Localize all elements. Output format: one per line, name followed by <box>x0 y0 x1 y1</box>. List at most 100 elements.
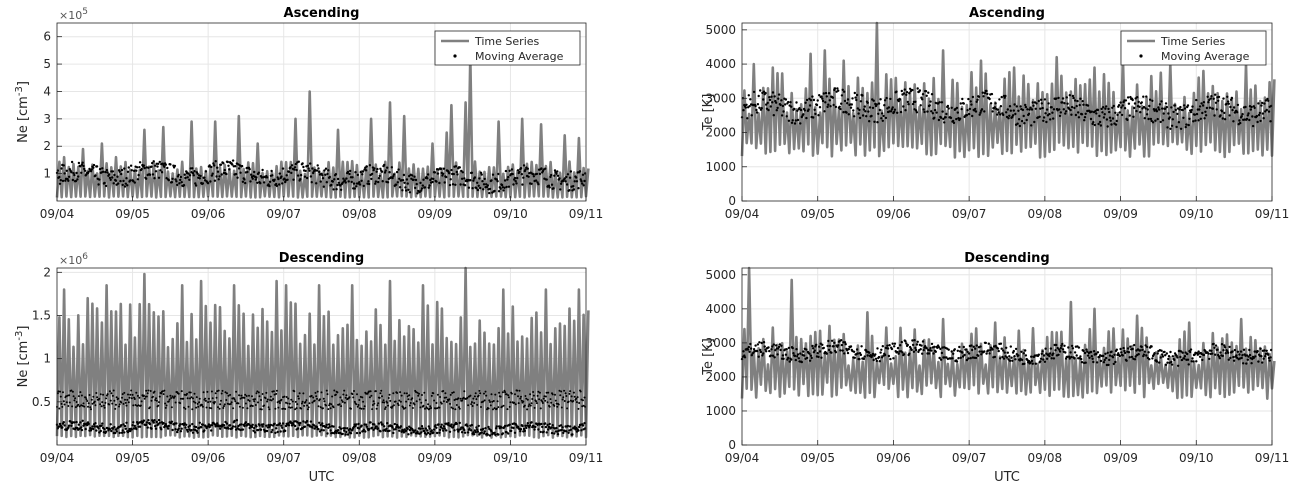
moving-average-point <box>975 344 978 347</box>
moving-average-point <box>1065 96 1069 99</box>
moving-average-point <box>993 106 997 109</box>
moving-average-point <box>374 390 377 393</box>
moving-average-point <box>561 426 564 429</box>
moving-average-point <box>742 109 745 112</box>
moving-average-point <box>896 350 899 354</box>
moving-average-point <box>488 187 492 191</box>
moving-average-point <box>930 342 934 346</box>
moving-average-point <box>292 423 295 426</box>
moving-average-point <box>1068 357 1072 360</box>
moving-average-point <box>339 396 342 399</box>
moving-average-point <box>117 182 120 185</box>
moving-average-point <box>941 110 944 113</box>
moving-average-point <box>261 393 264 395</box>
x-tick-label: 09/08 <box>342 207 377 221</box>
moving-average-point <box>825 95 828 98</box>
moving-average-point <box>986 349 990 352</box>
moving-average-point <box>889 97 892 101</box>
moving-average-point <box>436 393 439 396</box>
moving-average-point <box>459 397 462 400</box>
moving-average-point <box>1105 118 1109 121</box>
moving-average-point <box>490 393 493 396</box>
moving-average-point <box>784 103 787 106</box>
moving-average-point <box>1054 349 1057 352</box>
moving-average-point <box>1040 102 1044 105</box>
moving-average-point <box>217 406 219 409</box>
moving-average-point <box>900 340 903 344</box>
moving-average-point <box>1195 360 1198 363</box>
moving-average-point <box>540 167 543 170</box>
moving-average-point <box>407 433 410 436</box>
moving-average-point <box>1005 111 1008 114</box>
moving-average-point <box>507 396 510 399</box>
moving-average-point <box>749 347 753 350</box>
moving-average-point <box>792 352 795 355</box>
moving-average-point <box>1042 358 1045 361</box>
moving-average-point <box>479 392 482 395</box>
moving-average-point <box>485 394 488 397</box>
moving-average-point <box>454 408 457 411</box>
moving-average-point <box>1176 356 1179 359</box>
moving-average-point <box>194 425 198 429</box>
moving-average-point <box>180 427 183 430</box>
moving-average-point <box>1084 112 1087 116</box>
moving-average-point <box>270 169 273 173</box>
legend-box <box>434 30 581 66</box>
moving-average-point <box>845 111 848 114</box>
moving-average-point <box>803 109 806 112</box>
moving-average-point <box>1060 344 1063 347</box>
moving-average-point <box>266 398 269 401</box>
moving-average-point <box>88 394 91 396</box>
moving-average-point <box>108 176 112 180</box>
moving-average-point <box>994 102 997 105</box>
moving-average-point <box>157 404 160 407</box>
moving-average-point <box>379 167 382 170</box>
moving-average-point <box>336 391 339 394</box>
moving-average-point <box>1153 352 1156 355</box>
moving-average-point <box>820 95 823 98</box>
moving-average-point <box>832 103 835 107</box>
moving-average-point <box>143 397 146 400</box>
moving-average-point <box>345 430 348 434</box>
moving-average-point <box>308 169 311 172</box>
moving-average-point <box>117 397 120 400</box>
moving-average-point <box>94 174 97 177</box>
moving-average-point <box>575 397 578 400</box>
moving-average-point <box>339 427 343 430</box>
moving-average-point <box>1150 119 1153 123</box>
moving-average-point <box>1044 112 1047 115</box>
x-tick-label: 09/11 <box>1255 207 1290 221</box>
moving-average-point <box>255 392 258 395</box>
moving-average-point <box>1066 102 1069 105</box>
moving-average-point <box>962 102 965 105</box>
moving-average-point <box>824 91 828 95</box>
moving-average-point <box>375 407 378 410</box>
moving-average-point <box>1257 102 1260 105</box>
moving-average-point <box>508 405 511 408</box>
moving-average-point <box>377 177 381 180</box>
moving-average-point <box>551 393 554 396</box>
moving-average-point <box>356 393 358 396</box>
moving-average-point <box>861 94 864 97</box>
moving-average-point <box>1076 99 1079 103</box>
moving-average-point <box>1022 352 1025 355</box>
moving-average-point <box>938 101 941 104</box>
moving-average-point <box>61 405 64 408</box>
moving-average-point <box>1095 352 1098 356</box>
moving-average-point <box>551 424 554 427</box>
moving-average-point <box>817 114 820 117</box>
moving-average-point <box>325 389 328 392</box>
moving-average-point <box>762 352 765 355</box>
moving-average-point <box>945 356 948 359</box>
moving-average-point <box>883 104 886 107</box>
moving-average-point <box>351 176 354 179</box>
moving-average-point <box>453 399 456 401</box>
moving-average-point <box>528 424 532 427</box>
moving-average-point <box>1061 101 1064 104</box>
moving-average-point <box>481 180 484 183</box>
moving-average-point <box>1092 350 1096 353</box>
moving-average-point <box>189 397 191 400</box>
moving-average-point <box>526 167 529 170</box>
chart-title: Descending <box>964 251 1049 266</box>
moving-average-point <box>424 399 427 402</box>
